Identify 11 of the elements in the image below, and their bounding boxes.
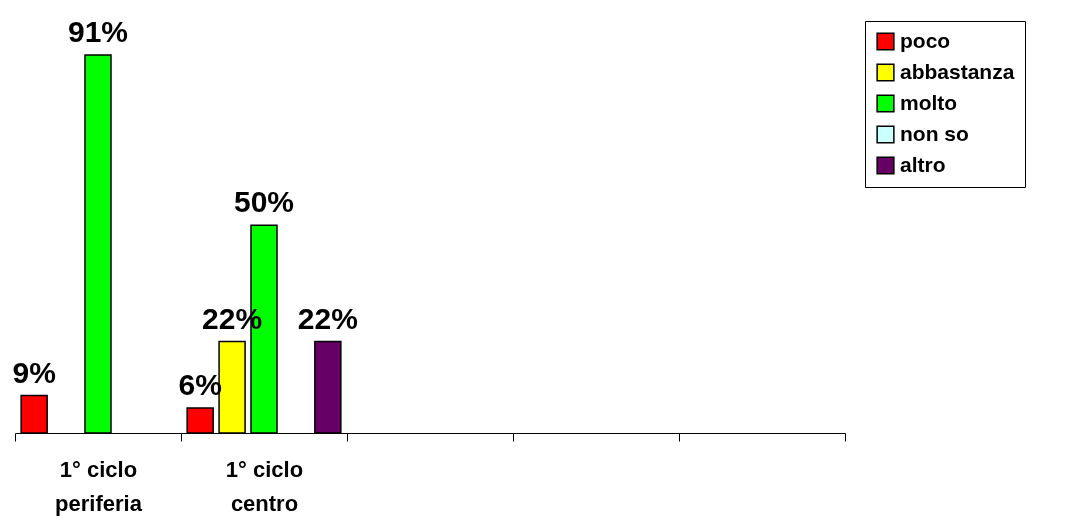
x-tick-label: 1° ciclo centro <box>225 456 304 516</box>
legend-label: altro <box>900 152 946 176</box>
legend-label: non so <box>900 121 969 145</box>
data-label: 91% <box>67 15 129 49</box>
data-label: 50% <box>233 185 295 219</box>
legend-label: abbastanza <box>900 59 1015 83</box>
data-label: 22% <box>297 301 358 335</box>
legend-label: molto <box>900 90 958 114</box>
data-label: 9% <box>12 355 56 389</box>
legend-label: poco <box>900 28 951 52</box>
x-tick-label: 1° ciclo periferia <box>55 456 143 516</box>
